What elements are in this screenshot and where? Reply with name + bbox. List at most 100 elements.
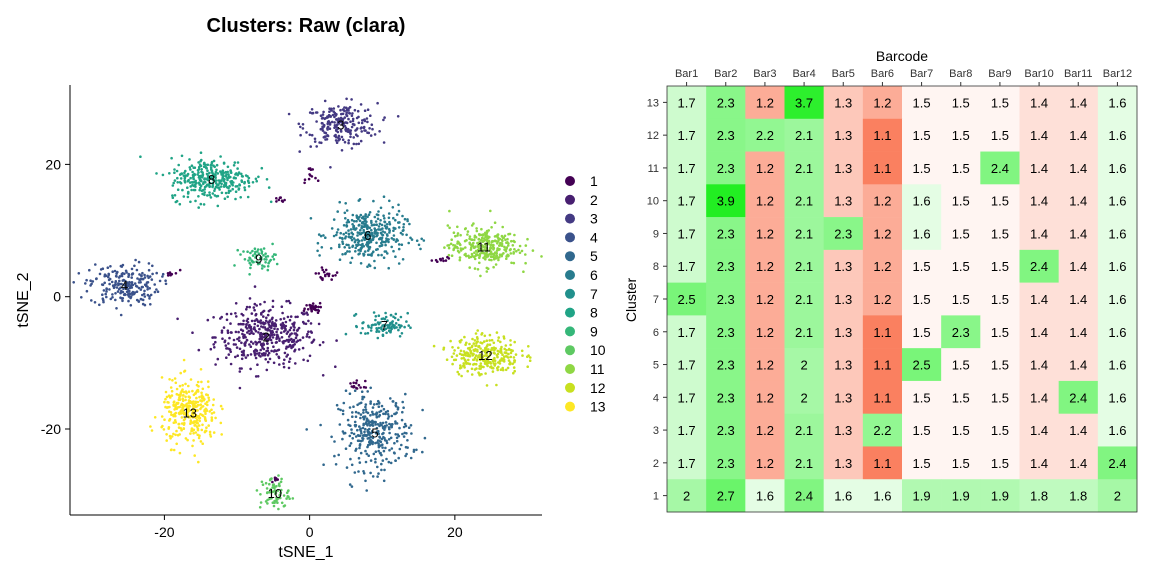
scatter-point <box>332 234 336 238</box>
scatter-point <box>194 401 198 404</box>
scatter-point <box>330 435 333 439</box>
scatter-point <box>387 415 391 418</box>
scatter-point <box>175 407 178 411</box>
scatter-point <box>278 484 281 488</box>
scatter-point <box>264 328 268 331</box>
scatter-point <box>260 342 263 346</box>
scatter-point <box>168 172 171 175</box>
heatmap-cell <box>980 184 1020 218</box>
scatter-point <box>354 250 357 253</box>
scatter-point <box>342 108 346 112</box>
scatter-point <box>167 426 171 429</box>
scatter-point <box>281 340 285 344</box>
heatmap-cell <box>706 446 746 480</box>
scatter-point <box>421 450 424 454</box>
scatter-point <box>251 181 255 184</box>
scatter-point <box>184 382 187 386</box>
scatter-point <box>118 279 121 283</box>
heatmap-cell <box>667 348 707 382</box>
heatmap-cell-label: 1.6 <box>873 489 891 504</box>
scatter-point <box>387 323 391 327</box>
scatter-point <box>273 499 276 503</box>
heatmap-cell <box>1019 413 1059 447</box>
scatter-point <box>192 439 195 442</box>
scatter-point <box>206 318 210 322</box>
scatter-point <box>395 238 399 241</box>
scatter-point <box>266 268 270 272</box>
scatter-point <box>256 363 259 367</box>
heatmap-cell <box>941 184 981 218</box>
x-tick-label: -20 <box>154 524 174 540</box>
scatter-point <box>402 435 406 438</box>
scatter-point <box>302 309 306 313</box>
scatter-point <box>185 402 188 406</box>
scatter-point <box>257 320 261 324</box>
scatter-point <box>190 188 193 192</box>
scatter-point <box>314 111 318 114</box>
scatter-point <box>491 370 495 373</box>
scatter-point <box>214 363 217 366</box>
scatter-point <box>443 246 446 249</box>
scatter-point <box>352 142 356 146</box>
scatter-point <box>480 227 483 231</box>
scatter-point <box>264 255 268 258</box>
heatmap-cell <box>1097 217 1138 251</box>
scatter-point <box>285 497 288 500</box>
scatter-point <box>175 169 179 173</box>
scatter-point <box>283 504 287 507</box>
cluster-points-11 <box>443 209 543 278</box>
scatter-point <box>487 242 491 245</box>
scatter-point <box>381 230 385 233</box>
scatter-point <box>130 276 133 279</box>
scatter-point <box>317 233 321 236</box>
scatter-point <box>356 243 360 247</box>
scatter-point <box>240 172 243 176</box>
scatter-point <box>319 234 323 238</box>
scatter-point <box>490 347 494 350</box>
scatter-point <box>102 298 105 302</box>
scatter-point <box>394 459 397 462</box>
scatter-point <box>226 165 230 169</box>
heatmap-cell <box>862 151 903 185</box>
scatter-point <box>303 307 306 311</box>
scatter-point <box>466 233 469 236</box>
scatter-point <box>369 402 372 405</box>
cluster-points-3 <box>287 97 400 169</box>
scatter-point <box>143 276 147 279</box>
scatter-point <box>208 433 212 436</box>
scatter-point <box>277 482 281 486</box>
scatter-point <box>259 348 263 352</box>
scatter-point <box>280 336 284 339</box>
scatter-point <box>472 241 475 245</box>
scatter-point <box>241 332 244 336</box>
scatter-point <box>85 278 88 282</box>
scatter-point <box>460 357 464 360</box>
heatmap-cell <box>941 249 981 283</box>
heatmap-cell-label: 1.5 <box>913 128 931 143</box>
scatter-point <box>316 249 319 253</box>
scatter-point <box>529 356 532 359</box>
scatter-point <box>394 401 398 405</box>
scatter-point <box>376 247 379 251</box>
scatter-point <box>398 447 402 451</box>
heatmap-cell-label: 1.3 <box>834 95 852 110</box>
scatter-point <box>484 258 487 261</box>
heatmap-cell <box>980 446 1020 480</box>
heatmap-cell-label: 1.6 <box>1108 259 1126 274</box>
scatter-point <box>197 168 201 171</box>
scatter-point <box>266 342 269 345</box>
scatter-point <box>460 374 463 378</box>
scatter-point <box>358 425 361 428</box>
scatter-point <box>365 452 369 456</box>
scatter-point <box>314 308 318 312</box>
scatter-point <box>379 244 383 247</box>
scatter-point <box>160 425 163 429</box>
scatter-point <box>513 248 516 251</box>
scatter-point <box>200 168 203 171</box>
scatter-point <box>351 437 355 440</box>
scatter-point <box>388 431 391 435</box>
scatter-point <box>253 308 256 312</box>
scatter-point <box>105 295 108 299</box>
scatter-point <box>165 395 169 399</box>
scatter-point <box>170 389 174 393</box>
